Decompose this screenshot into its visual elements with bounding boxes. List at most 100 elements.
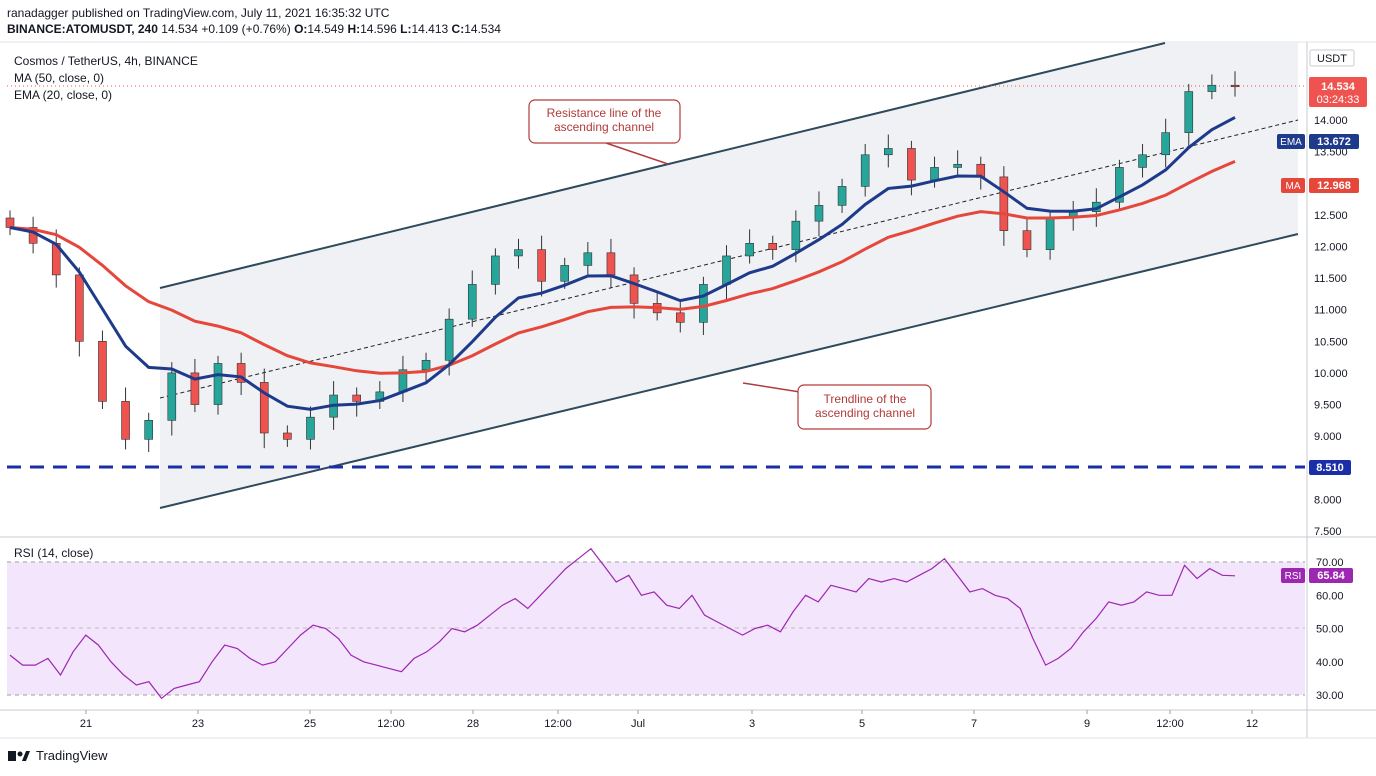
time-tick-label: 23	[192, 718, 204, 730]
last-price: 14.534	[161, 22, 198, 36]
tradingview-brand: TradingView	[36, 748, 108, 763]
trend-callout-line2: ascending channel	[815, 406, 915, 420]
rsi-tick-label: 40.00	[1316, 657, 1344, 669]
candle-body	[1115, 167, 1124, 203]
candle-body	[745, 243, 754, 257]
price-tick-label: 9.500	[1314, 400, 1342, 412]
candle-body	[1230, 84, 1240, 88]
last-price-tag-value: 14.534	[1321, 81, 1356, 93]
ema-tag	[1277, 134, 1305, 149]
candle-body	[560, 265, 570, 282]
low-label: L:	[400, 22, 412, 36]
publisher-line: ranadagger published on TradingView.com,…	[7, 6, 390, 20]
candles	[5, 71, 1240, 452]
trend-callout-line1: Trendline of the	[824, 392, 907, 406]
rsi-legend[interactable]: RSI (14, close)	[14, 546, 94, 560]
candle-body	[629, 274, 639, 304]
ema-legend[interactable]: EMA (20, close, 0)	[14, 88, 113, 102]
channel-midline	[159, 119, 1299, 399]
support-value-text: 8.510	[1316, 462, 1344, 474]
ma-value-text: 12.968	[1317, 180, 1351, 192]
candle-body	[144, 420, 153, 440]
time-axis[interactable]: 21 23 25 12:00 28 12:00 Jul 3 5 7 9 12:00 12	[80, 710, 1258, 730]
support-channel-line[interactable]	[159, 233, 1299, 509]
candle-body	[1138, 154, 1147, 168]
price-tick-label: 12.500	[1314, 210, 1348, 222]
rsi-line	[9, 547, 1236, 700]
price-tick-label: 13.500	[1314, 147, 1348, 159]
candle-body	[860, 154, 870, 187]
price-axis[interactable]: USDT 14.000 13.500 12.500 12.000 11.500 11.00…	[1309, 49, 1355, 538]
candle-body	[514, 249, 523, 257]
ema-20-line	[9, 116, 1236, 411]
symbol: BINANCE:ATOMUSDT, 240	[7, 22, 158, 36]
price-tick-label: 11.000	[1314, 305, 1347, 317]
currency-label: USDT	[1317, 53, 1347, 65]
open-label: O:	[294, 22, 308, 36]
price-tick-label: 11.500	[1314, 273, 1347, 285]
candle-body	[421, 359, 431, 371]
time-tick-label: 25	[304, 718, 316, 730]
candle-body	[768, 243, 778, 250]
candle-body	[907, 148, 916, 181]
candle-body	[791, 220, 801, 250]
price-tick-label: 14.000	[1314, 115, 1348, 127]
rsi-tick-label: 30.00	[1316, 690, 1344, 702]
candle-body	[675, 312, 685, 323]
time-tick-label: 5	[859, 718, 865, 730]
rsi-axis[interactable]: 70.00 60.00 50.00 40.00 30.00	[1316, 557, 1344, 702]
candle-body	[467, 284, 477, 320]
ema-tag-label: EMA	[1280, 137, 1302, 148]
time-tick-label: 3	[749, 718, 755, 730]
candle-body	[999, 176, 1009, 231]
candle-body	[1045, 217, 1055, 250]
candle-body	[837, 186, 847, 206]
trend-callout-box[interactable]	[797, 384, 932, 430]
symbol-quote-line: BINANCE:ATOMUSDT, 240 14.534 +0.109 (+0.…	[7, 22, 501, 36]
ma-50-line	[9, 160, 1236, 375]
candle-body	[98, 341, 107, 402]
trend-callout-pointer	[742, 382, 801, 393]
ma-legend[interactable]: MA (50, close, 0)	[14, 71, 105, 85]
price-tick-label: 10.000	[1314, 368, 1348, 380]
resistance-channel-line[interactable]	[159, 42, 1166, 289]
candle-body	[190, 372, 200, 405]
time-tick-label: Jul	[631, 718, 645, 730]
candle-body	[606, 252, 616, 276]
rsi-tick-label: 70.00	[1316, 557, 1344, 569]
close-value: 14.534	[464, 22, 501, 36]
high-label: H:	[347, 22, 361, 36]
chart-title: Cosmos / TetherUS, 4h, BINANCE	[14, 54, 198, 68]
candle-body	[213, 363, 223, 405]
resistance-callout-line2: ascending channel	[554, 120, 654, 134]
ma-tag	[1281, 178, 1305, 193]
candle-body	[167, 372, 177, 421]
rsi-value-tag	[1309, 568, 1353, 583]
resistance-callout-box[interactable]	[528, 99, 681, 144]
candle-body	[699, 284, 708, 323]
candle-body	[814, 205, 824, 222]
candle-body	[491, 255, 500, 285]
candle-body	[444, 318, 454, 361]
ma-tag-label: MA	[1286, 181, 1301, 192]
tradingview-logo-icon	[8, 750, 30, 761]
tradingview-footer[interactable]: TradingView	[8, 748, 108, 763]
ma-value-tag	[1309, 178, 1359, 193]
rsi-tag	[1281, 568, 1305, 583]
candle-body	[75, 274, 84, 342]
close-label: C:	[451, 22, 465, 36]
candle-body	[1184, 91, 1194, 133]
time-tick-label: 28	[467, 718, 479, 730]
time-tick-label: 21	[80, 718, 92, 730]
candle-body	[1022, 230, 1032, 250]
time-tick-label: 9	[1084, 718, 1090, 730]
candle-body	[583, 252, 593, 266]
price-tick-label: 8.000	[1314, 494, 1342, 506]
time-tick-label: 12:00	[1156, 718, 1184, 730]
support-value-tag	[1309, 460, 1351, 475]
price-tick-label: 9.000	[1314, 431, 1342, 443]
candle-body	[259, 382, 269, 434]
candle-body	[953, 163, 962, 168]
candle-body	[352, 394, 361, 402]
